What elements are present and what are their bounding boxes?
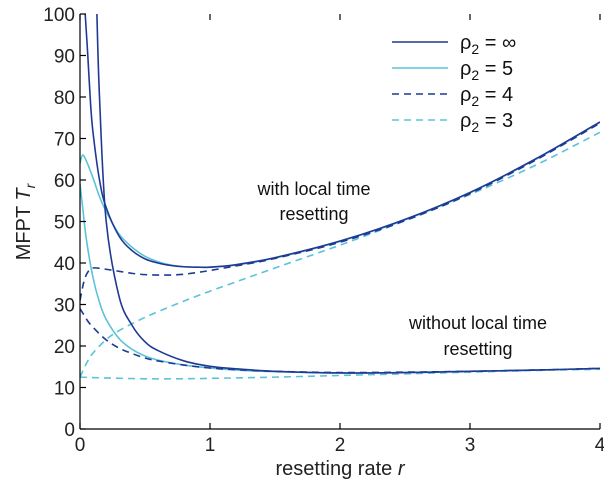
series-line-with-3: [80, 131, 600, 378]
legend-label-sub: 2: [471, 119, 479, 135]
y-tick-label-30: 30: [54, 296, 75, 317]
legend-label-sub: 2: [471, 41, 479, 57]
y-tick-label-80: 80: [54, 88, 75, 109]
y-tick-label-50: 50: [54, 213, 75, 234]
series-line-with-2: [80, 122, 600, 301]
legend-label-1: ρ2 = 5: [460, 58, 513, 83]
y-tick-label-60: 60: [54, 171, 75, 192]
legend-label-main: ρ: [460, 110, 471, 132]
series-group: [80, 14, 600, 380]
legend-label-sub: 2: [471, 93, 479, 109]
legend-label-rest: = 4: [479, 84, 513, 106]
annotation-with-line-2: resetting: [279, 204, 348, 224]
x-tick-label-1: 1: [205, 435, 216, 456]
x-axis-label-main: resetting rate: [276, 458, 398, 480]
x-tick-label-3: 3: [465, 435, 476, 456]
legend-label-2: ρ2 = 4: [460, 84, 513, 109]
x-axis-label-var: r: [398, 458, 406, 480]
y-axis-label-sub: r: [22, 182, 38, 188]
series-line-with-0: [84, 14, 600, 269]
y-axis-label: MFPT Tr: [13, 182, 38, 260]
annotation-without-line-2: resetting: [443, 339, 512, 359]
annotation-with-local-time: with local time resetting: [256, 179, 370, 224]
x-tick-label-4: 4: [595, 435, 604, 456]
y-tick-label-20: 20: [54, 337, 75, 358]
y-tick-label-70: 70: [54, 130, 75, 151]
y-axis-label-var: T: [13, 187, 35, 201]
legend-label-3: ρ2 = 3: [460, 110, 513, 135]
y-ticks: 0 10 20 30 40 50 60 70 80 90 100: [43, 5, 86, 441]
y-tick-label-100: 100: [43, 5, 75, 26]
y-axis-label-main: MFPT: [13, 201, 35, 261]
x-axis-label: resetting rate r: [276, 458, 406, 480]
legend-label-main: ρ: [460, 84, 471, 106]
x-tick-label-0: 0: [75, 435, 86, 456]
legend-label-rest: = 3: [479, 110, 513, 132]
series-line-without-6: [80, 308, 600, 374]
legend-label-main: ρ: [460, 58, 471, 80]
y-tick-label-10: 10: [54, 379, 75, 400]
legend-label-rest: = 5: [479, 58, 513, 80]
y-tick-label-90: 90: [54, 47, 75, 68]
series-line-without-4: [96, 14, 600, 374]
legend: ρ2 = ∞ρ2 = 5ρ2 = 4ρ2 = 3: [392, 32, 516, 135]
legend-label-sub: 2: [471, 67, 479, 83]
legend-label-rest: = ∞: [479, 32, 516, 54]
legend-label-main: ρ: [460, 32, 471, 54]
annotation-with-line-1: with local time: [256, 179, 370, 199]
y-tick-label-0: 0: [64, 420, 75, 441]
x-ticks: 0 1 2 3 4: [75, 14, 604, 456]
x-tick-label-2: 2: [335, 435, 346, 456]
y-tick-label-40: 40: [54, 254, 75, 275]
legend-label-0: ρ2 = ∞: [460, 32, 516, 57]
annotation-without-local-time: without local time resetting: [408, 313, 547, 359]
annotation-without-line-1: without local time: [408, 313, 547, 333]
